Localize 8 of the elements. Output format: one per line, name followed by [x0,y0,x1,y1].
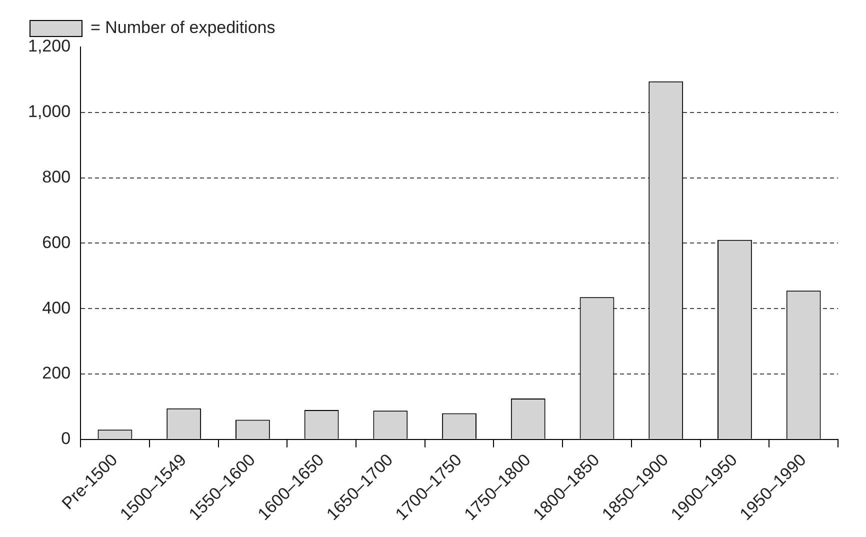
y-tick-label: 0 [61,429,71,448]
y-tick-label: 1,000 [28,102,71,122]
y-tick-label: 1,200 [28,36,71,56]
y-tick-label: 800 [42,167,71,186]
legend-label: = Number of expeditions [90,18,276,38]
y-tick-label: 400 [42,298,71,318]
y-tick-label: 200 [42,364,71,383]
y-tick-label: 600 [42,232,71,252]
